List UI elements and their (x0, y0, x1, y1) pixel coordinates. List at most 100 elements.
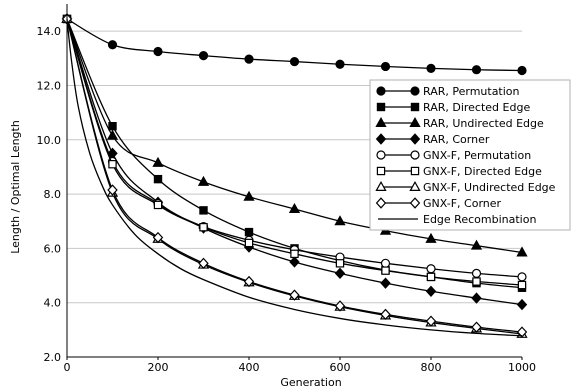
data-point (425, 285, 437, 297)
data-point (381, 266, 390, 275)
data-point (243, 275, 255, 288)
data-point (198, 257, 209, 270)
data-point (471, 292, 482, 304)
series-0 (62, 14, 527, 76)
legend-marker (409, 116, 421, 128)
legend-marker (410, 86, 420, 96)
legend-item: RAR, Corner (375, 133, 490, 146)
data-point (289, 256, 300, 268)
data-point (152, 156, 164, 167)
legend-label: GNX-F, Permutation (423, 149, 531, 162)
legend-item: RAR, Undirected Edge (375, 116, 544, 130)
data-point (108, 160, 117, 169)
axes: 2.0 4.0 6.0 8.0 10.0 12.0 14.0 0 200 400 600 800 100… (37, 4, 536, 374)
data-point (244, 238, 254, 248)
legend-label: GNX-F, Directed Edge (423, 165, 542, 178)
data-point (334, 215, 346, 226)
x-tick-label: 400 (239, 361, 260, 374)
legend-marker (375, 197, 387, 209)
legend-marker (376, 150, 386, 160)
legend-label: GNX-F, Undirected Edge (423, 181, 556, 194)
legend-marker (376, 102, 386, 112)
legend-item: GNX-F, Directed Edge (376, 165, 542, 178)
data-point (289, 56, 300, 67)
data-point (335, 59, 345, 69)
y-tick-label: 8.0 (44, 188, 62, 201)
data-point (290, 249, 299, 259)
data-point (334, 300, 346, 312)
data-point (153, 46, 163, 57)
y-tick-label: 12.0 (37, 79, 62, 92)
series-line (66, 18, 523, 286)
data-point (380, 277, 391, 289)
legend-marker (409, 180, 421, 191)
legend-marker (375, 133, 387, 145)
data-point (425, 232, 437, 243)
data-point (152, 231, 164, 244)
legend-label: RAR, Corner (423, 133, 490, 146)
data-point (107, 40, 118, 50)
data-point (517, 272, 527, 282)
data-point (516, 326, 528, 338)
y-tick-label: 14.0 (37, 25, 62, 38)
series-layer (61, 12, 528, 338)
y-tick-label: 10.0 (37, 134, 62, 147)
legend-label: RAR, Undirected Edge (423, 117, 544, 130)
legend-label: RAR, Permutation (423, 85, 520, 98)
legend-marker (410, 150, 420, 160)
series-line (66, 18, 523, 335)
x-tick-label: 200 (148, 361, 169, 374)
data-point (106, 129, 119, 140)
x-axis-label: Generation (280, 376, 341, 389)
data-point (289, 289, 300, 301)
data-point (153, 200, 163, 210)
series-line (66, 18, 523, 254)
data-point (425, 315, 437, 327)
y-tick-label: 6.0 (44, 242, 62, 255)
legend-marker (409, 133, 421, 145)
data-point (243, 190, 255, 201)
data-point (198, 50, 209, 61)
data-point (471, 65, 482, 75)
legend-label: Edge Recombination (423, 213, 536, 226)
legend-item: GNX-F, Permutation (376, 149, 531, 162)
data-point (471, 321, 482, 333)
y-tick-label: 4.0 (44, 297, 62, 310)
data-point (153, 174, 163, 184)
x-tick-label: 0 (64, 361, 71, 374)
data-point (470, 239, 483, 250)
series-8 (66, 18, 523, 337)
data-point (426, 63, 436, 73)
data-point (516, 246, 528, 257)
legend-marker (410, 102, 420, 112)
data-point (108, 121, 117, 131)
data-point (517, 280, 527, 290)
legend-marker (375, 180, 387, 191)
x-tick-label: 1000 (508, 361, 536, 374)
data-point (471, 268, 482, 278)
data-point (472, 277, 481, 286)
data-point (517, 65, 527, 76)
legend-item: RAR, Permutation (376, 85, 520, 98)
data-point (197, 175, 210, 186)
series-2 (61, 12, 528, 257)
data-point (334, 267, 346, 280)
series-line (66, 18, 523, 333)
legend-marker (410, 166, 420, 176)
legend-item: GNX-F, Undirected Edge (375, 180, 556, 194)
legend-marker (375, 116, 387, 128)
legend-item: Edge Recombination (378, 213, 536, 226)
legend-item: GNX-F, Corner (375, 197, 502, 210)
series-line (66, 18, 523, 278)
x-tick-label: 600 (330, 361, 351, 374)
data-point (380, 258, 391, 268)
legend: RAR, Permutation RAR, Directed Edge RAR, U… (369, 79, 571, 231)
legend-marker (376, 166, 386, 176)
legend-marker (376, 86, 386, 96)
data-point (426, 272, 436, 282)
legend-marker (409, 197, 421, 209)
data-point (107, 184, 118, 196)
data-point (199, 223, 208, 232)
x-tick-label: 800 (421, 361, 442, 374)
